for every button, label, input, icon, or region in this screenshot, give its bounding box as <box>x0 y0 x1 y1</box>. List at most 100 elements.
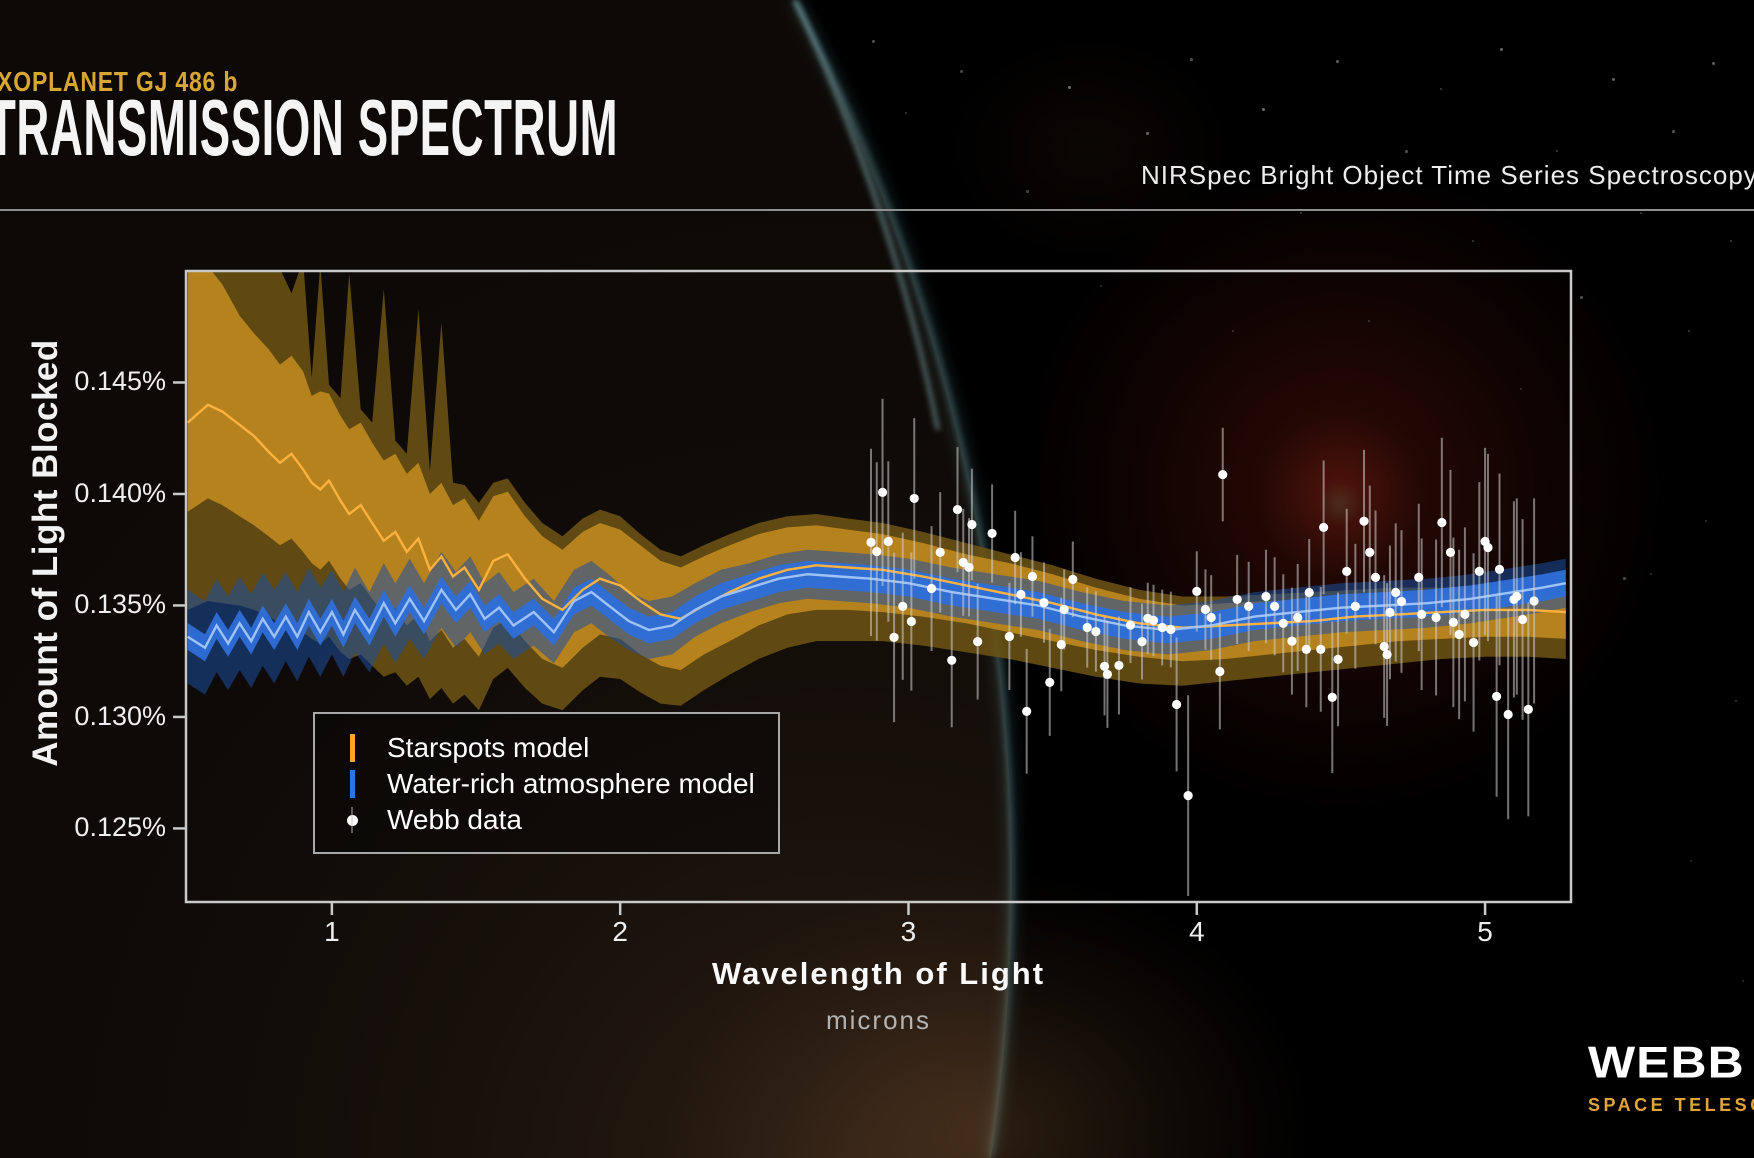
data-point <box>1082 622 1092 633</box>
star <box>1336 60 1339 63</box>
chart-legend: Starspots model Water-rich atmosphere mo… <box>313 712 780 854</box>
data-point <box>1215 666 1225 677</box>
legend-item-starspots: Starspots model <box>345 730 778 766</box>
star <box>1705 520 1708 523</box>
data-point <box>964 562 974 572</box>
star <box>1735 700 1738 703</box>
webb-logo-subtitle: SPACE TELESCOPE <box>1588 1095 1754 1115</box>
x-tick-label: 2 <box>612 916 628 947</box>
star <box>1026 190 1029 193</box>
star <box>872 40 875 43</box>
star <box>1650 573 1653 576</box>
data-point <box>1172 699 1182 710</box>
star <box>1500 48 1503 51</box>
data-point <box>877 487 888 498</box>
data-point <box>1039 597 1049 608</box>
x-axis-title: Wavelength of Light <box>711 956 1046 991</box>
data-point <box>1437 517 1447 528</box>
data-point <box>1503 709 1513 720</box>
data-point <box>1166 624 1176 635</box>
water-model-marker <box>345 770 359 798</box>
data-point <box>909 493 919 504</box>
data-point <box>1010 552 1020 563</box>
x-tick-label: 5 <box>1477 916 1493 947</box>
data-point <box>1304 587 1314 598</box>
y-tick-label: 0.140% <box>74 477 166 508</box>
data-point <box>906 616 916 627</box>
data-point <box>1460 609 1470 619</box>
data-point <box>1114 660 1124 671</box>
data-point <box>1316 644 1326 654</box>
star <box>1730 240 1733 243</box>
data-point <box>1417 609 1427 619</box>
data-point <box>1099 661 1110 671</box>
star <box>1068 86 1072 90</box>
star <box>960 70 963 73</box>
webb-logo: WEBB SPACE TELESCOPE <box>1588 1038 1754 1116</box>
data-point <box>1529 596 1539 606</box>
data-point <box>1232 594 1242 605</box>
page-title: TRANSMISSION SPECTRUM <box>0 83 619 172</box>
webb-logo-name: WEBB <box>1588 1038 1745 1088</box>
spectrum-chart <box>173 269 1573 915</box>
data-point <box>1091 626 1101 637</box>
star <box>1440 88 1443 91</box>
star <box>905 112 908 115</box>
data-point <box>1068 574 1078 584</box>
Water-rich atmosphere model-inner-band <box>187 560 1566 662</box>
star <box>1580 296 1583 299</box>
data-point <box>1022 706 1032 716</box>
data-point <box>1512 591 1522 602</box>
data-point <box>1414 572 1424 582</box>
x-tick-label: 1 <box>324 916 340 947</box>
star <box>1190 58 1193 61</box>
legend-item-water-model: Water-rich atmosphere model <box>345 766 778 802</box>
data-point <box>1523 704 1533 714</box>
data-point <box>1157 622 1167 633</box>
data-point <box>1206 612 1216 623</box>
data-point <box>1045 677 1055 687</box>
data-point <box>1494 564 1505 574</box>
data-point <box>898 601 908 611</box>
data-point <box>889 632 899 642</box>
data-point <box>1448 617 1458 627</box>
Starspots model-inner-band <box>187 271 1566 671</box>
x-tick-label: 4 <box>1188 916 1205 947</box>
data-point <box>1342 566 1352 576</box>
eyebrow-title: EXOPLANET GJ 486 b <box>0 66 239 97</box>
data-point <box>1244 601 1254 611</box>
data-point <box>1370 572 1381 582</box>
data-point <box>1102 669 1113 679</box>
data-point <box>1183 791 1193 801</box>
orange-bar-icon <box>349 734 355 762</box>
star <box>1742 980 1745 983</box>
data-point <box>1379 641 1389 652</box>
data-point <box>1517 614 1528 625</box>
star <box>1612 78 1615 81</box>
instrument-note: NIRSpec Bright Object Time Series Spectr… <box>1141 160 1754 190</box>
data-point <box>1137 636 1147 647</box>
data-point <box>1016 589 1026 600</box>
data-point <box>1319 522 1329 533</box>
data-point <box>1454 629 1464 640</box>
y-axis-title: Amount of Light Blocked <box>26 339 65 767</box>
data-point <box>1483 542 1493 553</box>
data-point <box>1301 644 1311 654</box>
data-point <box>1148 615 1159 625</box>
y-tick-label: 0.125% <box>74 812 166 843</box>
header-divider <box>0 209 1754 211</box>
data-point <box>883 536 893 547</box>
star <box>1672 130 1675 133</box>
star <box>1262 108 1266 112</box>
data-point <box>872 546 882 557</box>
star <box>1405 150 1408 153</box>
data-point <box>1027 571 1038 582</box>
data-point <box>1218 469 1228 480</box>
error-bar-icon <box>351 807 353 833</box>
star <box>1640 212 1643 215</box>
data-point <box>866 537 876 547</box>
plot-border <box>184 269 1573 904</box>
data-point <box>1004 631 1014 642</box>
legend-label: Water-rich atmosphere model <box>387 768 755 799</box>
white-dot-icon <box>346 814 358 826</box>
